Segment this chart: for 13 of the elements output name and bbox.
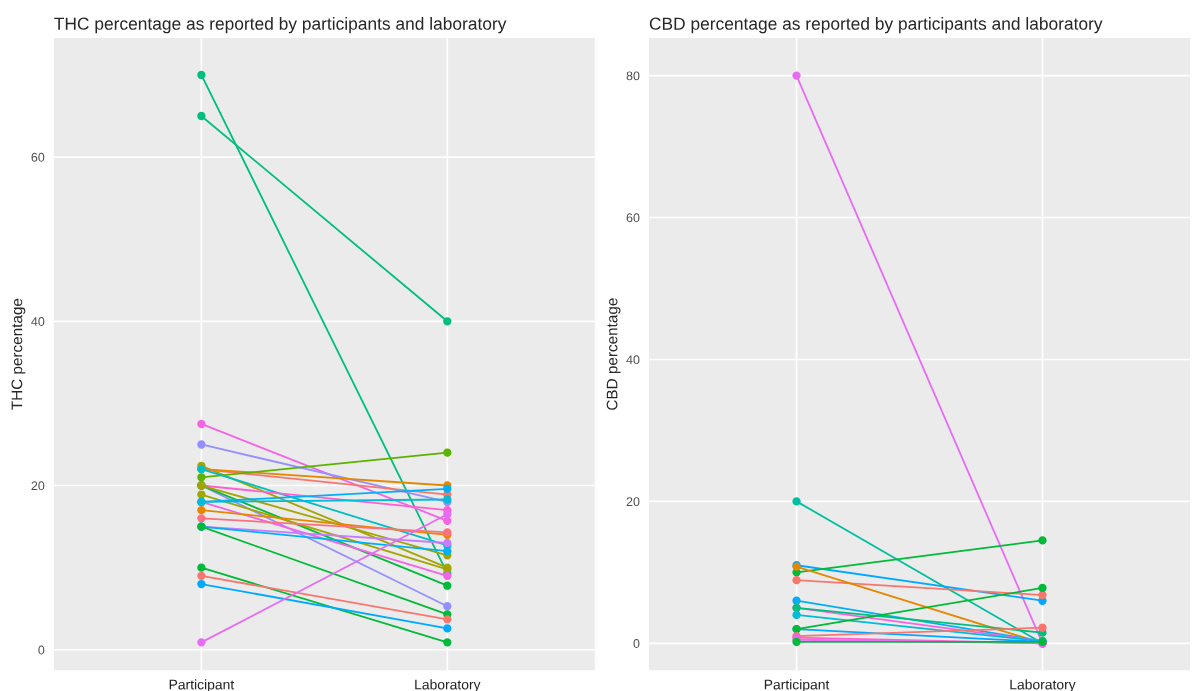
y-tick-label: 80	[626, 71, 640, 81]
y-axis-title: THC percentage	[11, 298, 26, 410]
chart-title: CBD percentage as reported by participants and laboratory	[649, 17, 1103, 34]
y-tick-label: 20	[626, 497, 640, 507]
y-tick-label: 0	[633, 639, 640, 648]
y-tick-label: 40	[31, 317, 45, 326]
y-axis-title: CBD percentage	[606, 298, 621, 410]
y-tick-label: 60	[31, 152, 45, 162]
y-tick-label: 60	[626, 213, 640, 223]
y-tick-label: 0	[38, 645, 45, 655]
y-tick-label: 40	[626, 355, 640, 365]
chart-title: THC percentage as reported by participants and laboratory	[54, 17, 507, 34]
y-tick-label: 20	[31, 481, 45, 491]
